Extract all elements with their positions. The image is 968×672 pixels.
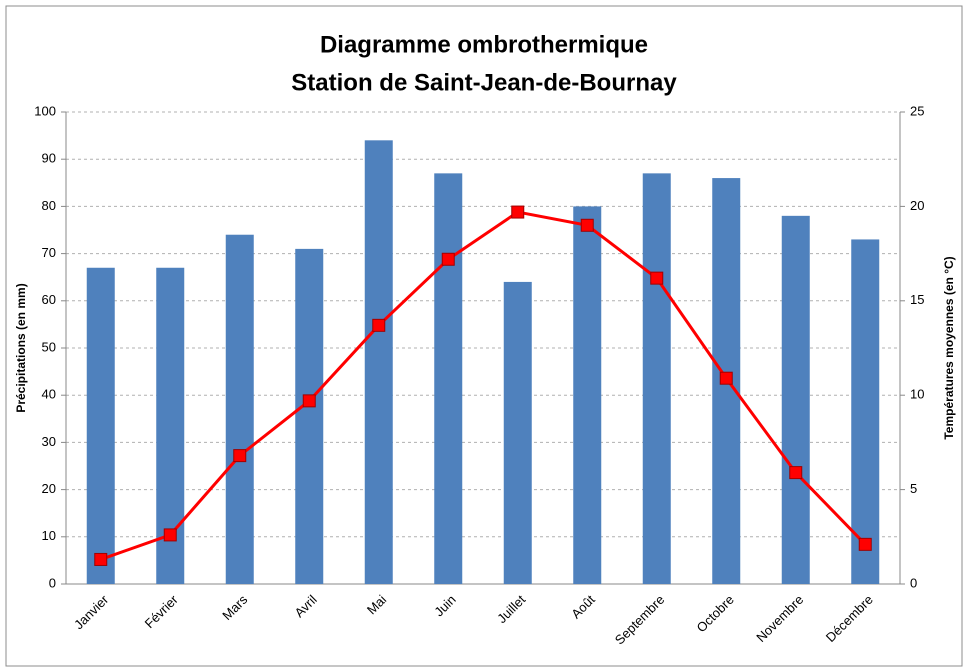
line-marker [302, 394, 316, 408]
y-tick-label: 60 [42, 292, 56, 307]
y2-tick-label: 0 [910, 575, 917, 590]
line-marker [858, 537, 872, 551]
bar [642, 173, 671, 585]
bar [781, 215, 810, 584]
bar [86, 267, 115, 584]
bar [503, 281, 532, 584]
line-marker [789, 466, 803, 480]
y2-tick-label: 10 [910, 387, 924, 402]
chart-frame [5, 5, 963, 667]
y-tick-label: 100 [34, 103, 56, 118]
line-marker [580, 218, 594, 232]
bar [573, 206, 602, 584]
y-tick-label: 90 [42, 151, 56, 166]
line-marker [719, 371, 733, 385]
y-tick-label: 10 [42, 528, 56, 543]
bar [364, 140, 393, 584]
y-tick-label: 70 [42, 245, 56, 260]
line [100, 210, 867, 561]
line-marker [94, 552, 108, 566]
bar [851, 239, 880, 584]
bar [295, 248, 324, 584]
y-tick-label: 80 [42, 198, 56, 213]
line-marker [372, 318, 386, 332]
y2-tick-label: 20 [910, 198, 924, 213]
y-tick-label: 30 [42, 434, 56, 449]
y-tick-label: 20 [42, 481, 56, 496]
y-tick-label: 40 [42, 387, 56, 402]
line-marker [163, 528, 177, 542]
y-tick-label: 0 [49, 575, 56, 590]
bar [225, 234, 254, 584]
y2-tick-label: 5 [910, 481, 917, 496]
line-marker [650, 271, 664, 285]
y2-axis-title: Températures moyennes (en °C) [942, 256, 956, 439]
line-marker [441, 252, 455, 266]
y-tick-label: 50 [42, 339, 56, 354]
y2-tick-label: 15 [910, 292, 924, 307]
bar [434, 173, 463, 585]
chart-title: Station de Saint-Jean-de-Bournay [291, 69, 677, 96]
line-marker [511, 205, 525, 219]
chart-title: Diagramme ombrothermique [320, 31, 648, 58]
y2-tick-label: 25 [910, 103, 924, 118]
line-marker [233, 449, 247, 463]
y-axis-title: Précipitations (en mm) [14, 283, 28, 412]
